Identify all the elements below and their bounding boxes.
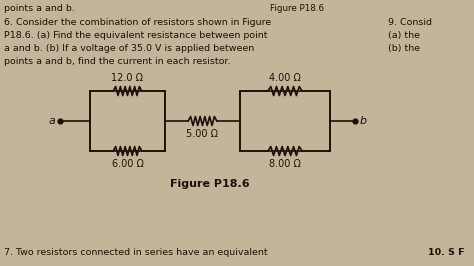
Text: 6.00 Ω: 6.00 Ω: [111, 159, 144, 169]
Text: Figure P18.6: Figure P18.6: [270, 4, 324, 13]
Text: points a and b, find the current in each resistor.: points a and b, find the current in each…: [4, 57, 230, 66]
Text: b: b: [360, 116, 367, 126]
Text: 12.0 Ω: 12.0 Ω: [111, 73, 144, 83]
Text: 7. Two resistors connected in series have an equivalent: 7. Two resistors connected in series hav…: [4, 248, 268, 257]
Text: 8.00 Ω: 8.00 Ω: [269, 159, 301, 169]
Text: 4.00 Ω: 4.00 Ω: [269, 73, 301, 83]
Text: (a) the: (a) the: [388, 31, 420, 40]
Text: a: a: [48, 116, 55, 126]
Text: 9. Consid: 9. Consid: [388, 18, 432, 27]
Text: Figure P18.6: Figure P18.6: [170, 179, 250, 189]
Text: 10. S F: 10. S F: [428, 248, 465, 257]
Text: points a and b.: points a and b.: [4, 4, 75, 13]
Text: 5.00 Ω: 5.00 Ω: [186, 129, 219, 139]
Text: 6. Consider the combination of resistors shown in Figure: 6. Consider the combination of resistors…: [4, 18, 271, 27]
Text: (b) the: (b) the: [388, 44, 420, 53]
Text: P18.6. (a) Find the equivalent resistance between point: P18.6. (a) Find the equivalent resistanc…: [4, 31, 267, 40]
Text: a and b. (b) If a voltage of 35.0 V is applied between: a and b. (b) If a voltage of 35.0 V is a…: [4, 44, 254, 53]
